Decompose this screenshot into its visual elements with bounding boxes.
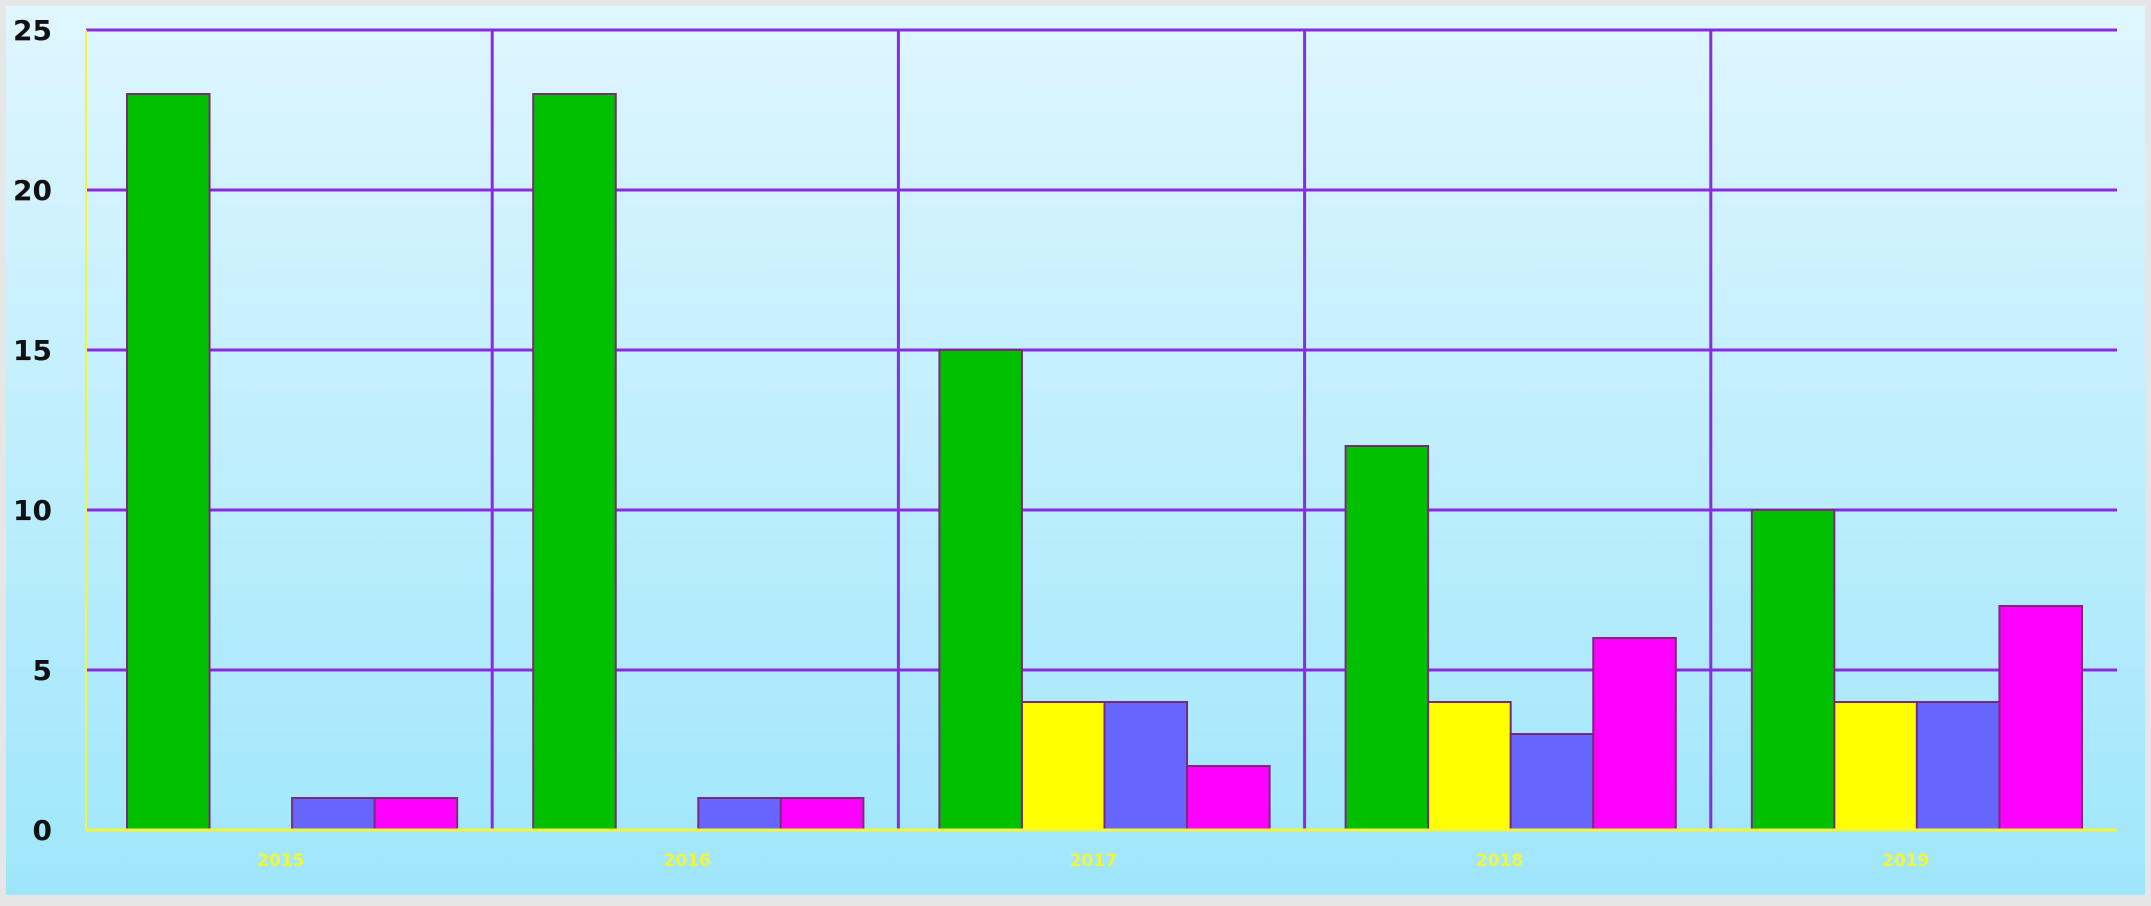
y-axis-ticks: 0 5 10 15 20 25 (13, 14, 52, 847)
grid-lines (86, 28, 2117, 830)
y-tick-label: 20 (13, 174, 52, 207)
bar-2018-series-3 (1509, 733, 1595, 831)
x-tick-label: 2016 (664, 851, 711, 871)
y-tick-label: 25 (13, 14, 52, 47)
y-tick-label: 0 (33, 814, 52, 847)
bar-2018-series-4 (1592, 637, 1677, 831)
bar-2019-series-4 (1998, 605, 2083, 831)
bar-2016-series-1 (532, 93, 617, 831)
bar-2015-series-3 (291, 797, 376, 831)
bar-2017-series-3 (1103, 701, 1189, 831)
bar-2017-series-1 (938, 349, 1023, 831)
bar-2015-series-4 (373, 797, 459, 831)
x-tick-label: 2019 (1882, 851, 1929, 871)
bar-2018-series-1 (1344, 445, 1430, 831)
x-tick-label: 2018 (1476, 851, 1523, 871)
bars (126, 93, 2083, 831)
y-tick-label: 5 (33, 654, 52, 687)
x-tick-label: 2017 (1070, 851, 1117, 871)
bar-2015-series-1 (126, 93, 211, 831)
x-axis-ticks: 2015 2016 2017 2018 2019 (257, 851, 1929, 871)
x-tick-label: 2015 (257, 851, 304, 871)
bar-2016-series-4 (779, 797, 865, 831)
bar-2017-series-2 (1020, 701, 1106, 831)
bar-2018-series-2 (1427, 701, 1512, 831)
y-tick-label: 10 (13, 494, 52, 527)
y-tick-label: 15 (13, 334, 52, 367)
bar-2019-series-1 (1750, 509, 1836, 831)
bar-2019-series-3 (1915, 701, 2001, 831)
bar-2019-series-2 (1833, 701, 1918, 831)
bar-2016-series-3 (697, 797, 782, 831)
bar-2017-series-4 (1186, 765, 1271, 831)
axes (85, 30, 2117, 832)
